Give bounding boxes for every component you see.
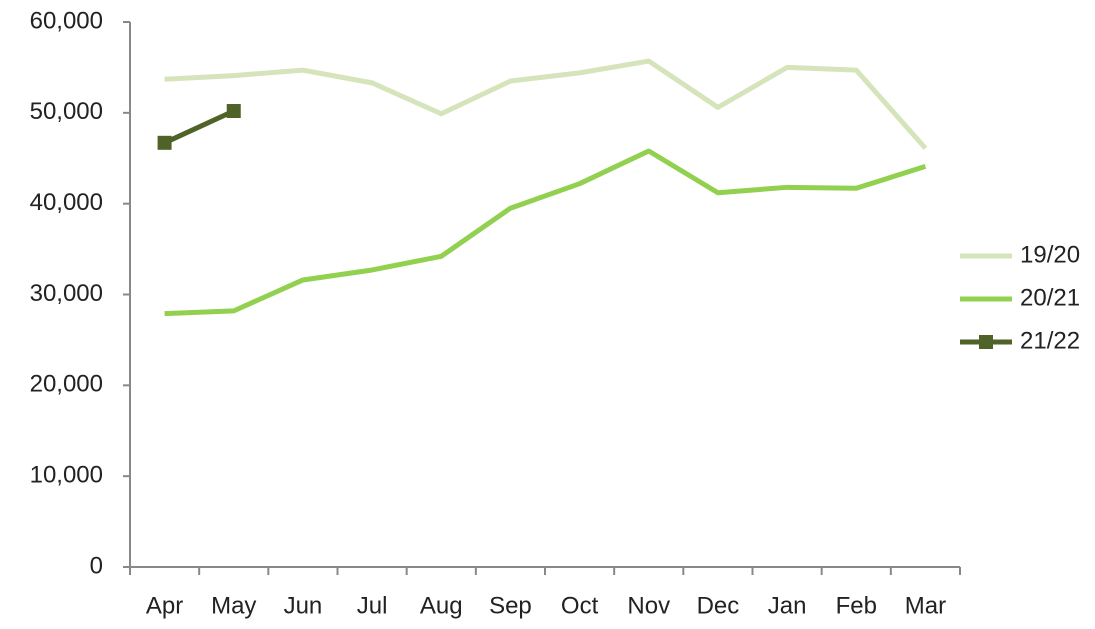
- x-tick-label: Apr: [146, 592, 183, 619]
- x-tick-label: Jul: [357, 592, 388, 619]
- y-tick-label: 60,000: [30, 7, 103, 34]
- y-tick-label: 0: [90, 552, 103, 579]
- legend-label: 19/20: [1020, 241, 1080, 268]
- y-tick-label: 30,000: [30, 280, 103, 307]
- x-tick-label: Mar: [905, 592, 946, 619]
- y-tick-label: 20,000: [30, 371, 103, 398]
- y-tick-label: 40,000: [30, 189, 103, 216]
- x-tick-label: Feb: [836, 592, 877, 619]
- series-line: [164, 58, 928, 150]
- x-tick-label: Dec: [697, 592, 740, 619]
- y-tick-label: 10,000: [30, 462, 103, 489]
- x-tick-label: May: [211, 592, 256, 619]
- x-tick-label: Sep: [489, 592, 532, 619]
- series-line: [164, 148, 927, 317]
- legend-label: 20/21: [1020, 284, 1080, 311]
- marker: [157, 135, 172, 150]
- legend-marker: [979, 335, 993, 349]
- x-tick-label: Jun: [284, 592, 323, 619]
- series-line: [163, 108, 235, 146]
- y-tick-label: 50,000: [30, 98, 103, 125]
- legend-label: 21/22: [1020, 327, 1080, 354]
- marker: [226, 104, 241, 119]
- x-tick-label: Jan: [768, 592, 807, 619]
- x-tick-label: Nov: [627, 592, 670, 619]
- x-tick-label: Aug: [420, 592, 463, 619]
- x-tick-label: Oct: [561, 592, 599, 619]
